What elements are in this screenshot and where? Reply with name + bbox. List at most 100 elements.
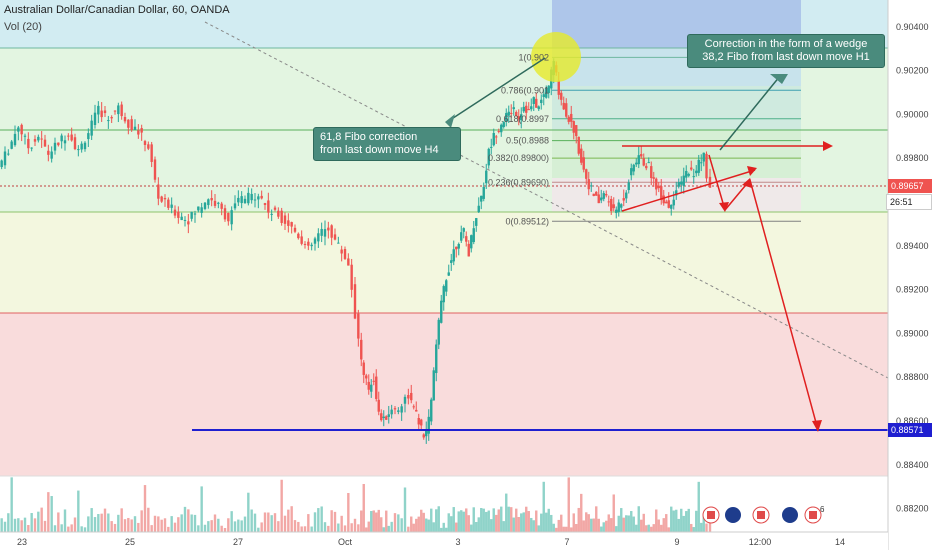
- volume-bar: [672, 510, 675, 532]
- volume-bar: [240, 520, 243, 532]
- price-axis: [888, 0, 932, 550]
- candle-body: [660, 186, 663, 201]
- volume-bar: [602, 522, 605, 532]
- volume-bar: [612, 494, 615, 532]
- candle-body: [187, 221, 190, 225]
- volume-bar: [10, 477, 13, 532]
- volume-bar: [610, 518, 613, 532]
- volume-bar: [377, 509, 380, 532]
- volume-bar: [160, 519, 163, 532]
- candle-body: [462, 228, 465, 232]
- candle-body: [650, 166, 653, 179]
- candle-body: [3, 151, 7, 166]
- volume-bar: [180, 514, 183, 532]
- volume-bar: [43, 520, 47, 532]
- volume-bar: [457, 511, 460, 532]
- candle-body: [365, 375, 368, 379]
- candle-body: [450, 260, 453, 263]
- volume-bar: [0, 518, 3, 532]
- candle-body: [80, 143, 83, 150]
- volume-bar: [622, 517, 625, 532]
- candle-body: [317, 233, 320, 242]
- volume-bar: [390, 521, 393, 532]
- candle-body: [610, 198, 613, 212]
- candle-body: [60, 135, 63, 142]
- volume-bar: [592, 518, 595, 532]
- candle-body: [20, 124, 23, 135]
- candle-body: [173, 209, 177, 216]
- volume-bar: [70, 524, 73, 532]
- volume-bar: [333, 511, 337, 532]
- volume-bar: [667, 527, 670, 532]
- volume-bar: [283, 515, 287, 532]
- volume-bar: [17, 518, 20, 532]
- candle-body: [500, 124, 503, 133]
- candle-body: [177, 211, 180, 218]
- candle-body: [207, 199, 210, 206]
- volume-bar: [287, 509, 290, 532]
- candle-body: [685, 170, 688, 178]
- volume-bar: [290, 506, 293, 532]
- volume-bar: [313, 512, 317, 532]
- australia-flag-icon-2[interactable]: [782, 507, 798, 523]
- dashed-trend-line: [204, 21, 889, 379]
- volume-bar: [497, 509, 500, 532]
- volume-bar: [63, 509, 67, 532]
- volume-bar: [652, 524, 655, 532]
- candle-body: [283, 215, 287, 224]
- candle-body: [387, 414, 390, 417]
- volume-bar: [505, 493, 508, 532]
- candle-body: [575, 125, 578, 137]
- candle-body: [250, 193, 253, 201]
- candle-body: [417, 417, 420, 425]
- volume-bar: [273, 513, 277, 532]
- candle-body: [210, 197, 213, 201]
- volume-bar: [647, 524, 650, 532]
- right-callout-line-1: Correction in the form of a wedge: [704, 38, 868, 50]
- volume-bar: [210, 520, 213, 532]
- volume-bar: [675, 509, 678, 532]
- volume-bar: [110, 521, 113, 532]
- volume-bar: [387, 525, 390, 532]
- projection-path: [708, 154, 819, 431]
- candle-body: [347, 258, 350, 266]
- candle-body: [687, 174, 690, 176]
- candle-body: [13, 133, 17, 146]
- volume-bar: [30, 513, 33, 532]
- arrowhead-target: [812, 420, 822, 432]
- volume-bar: [515, 508, 518, 532]
- volume-bar: [103, 508, 107, 532]
- volume-bar: [512, 517, 515, 532]
- candle-body: [385, 416, 388, 420]
- x-tick-label: 25: [125, 537, 135, 547]
- volume-bar: [577, 507, 580, 532]
- volume-bar: [635, 524, 638, 532]
- australia-flag-icon[interactable]: [725, 507, 741, 523]
- candle-body: [627, 182, 630, 191]
- volume-bar: [607, 514, 610, 532]
- candle-body: [520, 114, 523, 121]
- left-callout-arrow: [445, 114, 455, 128]
- volume-bar: [472, 507, 475, 532]
- volume-bar: [550, 514, 553, 532]
- arrowhead-dip: [719, 202, 729, 212]
- volume-bar: [597, 518, 600, 532]
- candle-body: [390, 409, 393, 415]
- volume-bar: [660, 524, 663, 532]
- volume-bar: [705, 523, 708, 532]
- candle-body: [537, 106, 540, 110]
- volume-bar: [555, 527, 558, 532]
- volume-bar: [317, 508, 320, 532]
- candle-body: [362, 362, 365, 375]
- volume-bar: [50, 496, 53, 532]
- candle-body: [587, 179, 590, 190]
- volume-bar: [362, 483, 365, 532]
- candle-body: [472, 228, 475, 243]
- chart-title: Australian Dollar/Canadian Dollar, 60, O…: [4, 4, 230, 16]
- volume-bar: [690, 523, 693, 532]
- candle-body: [430, 399, 433, 422]
- candle-body: [522, 106, 525, 112]
- candle-body: [160, 196, 163, 202]
- candle-body: [505, 113, 508, 122]
- volume-bar: [495, 514, 498, 532]
